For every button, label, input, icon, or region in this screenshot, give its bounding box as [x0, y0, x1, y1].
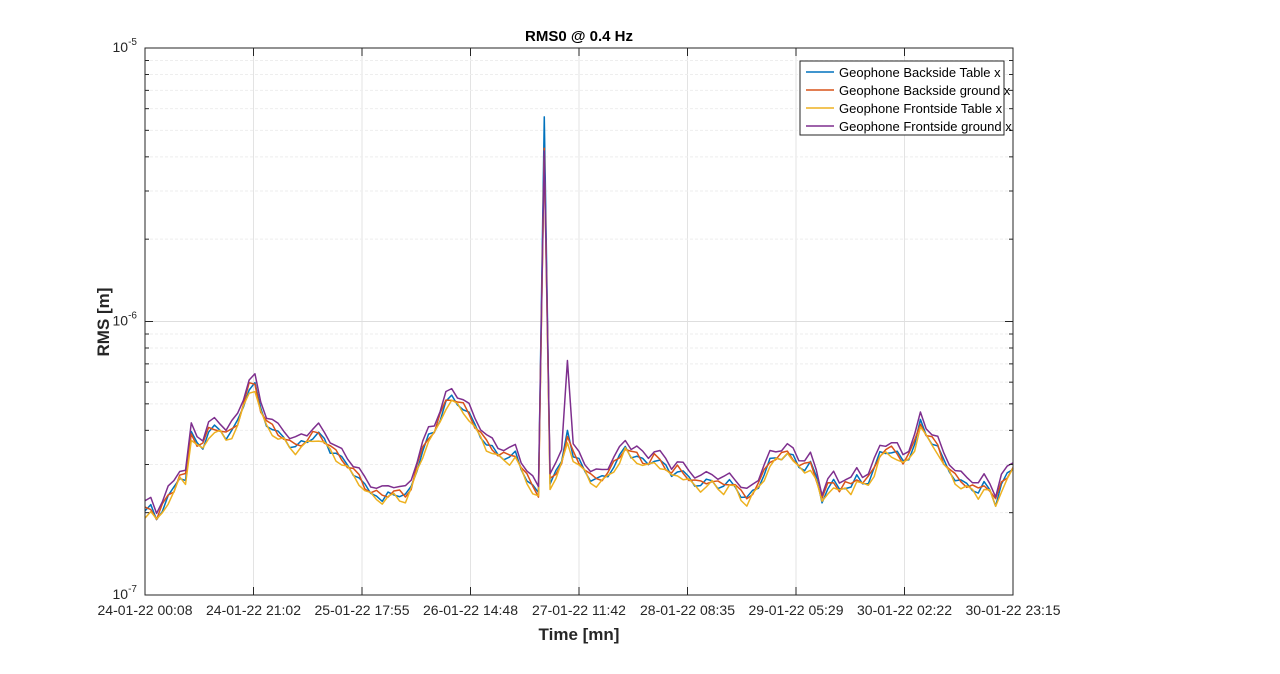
series-line-2	[144, 147, 1014, 521]
chart-title: RMS0 @ 0.4 Hz	[525, 28, 633, 45]
grid	[144, 48, 1014, 596]
x-tick-label: 30-01-22 23:15	[966, 602, 1061, 618]
x-tick-label: 29-01-22 05:29	[749, 602, 844, 618]
y-tick-label: 10-5	[113, 37, 138, 55]
series-group	[144, 116, 1014, 521]
x-axis-label: Time [mn]	[539, 625, 620, 644]
y-tick-labels: 10-5 10-6 10-7	[113, 37, 138, 602]
x-tick-label: 24-01-22 21:02	[206, 602, 301, 618]
x-tick-labels: 24-01-22 00:08 24-01-22 21:02 25-01-22 17:…	[98, 602, 1061, 618]
legend-entry: Geophone Backside ground x	[839, 83, 1011, 98]
y-axis-label: RMS [m]	[94, 288, 113, 357]
legend-box	[799, 60, 1005, 136]
legend-entry: Geophone Frontside ground x	[839, 119, 1012, 134]
x-tick-label: 25-01-22 17:55	[315, 602, 410, 618]
x-tick-label: 30-01-22 02:22	[857, 602, 952, 618]
x-tick-label: 24-01-22 00:08	[98, 602, 193, 618]
y-tick-label: 10-6	[113, 311, 138, 329]
y-tick-label: 10-7	[113, 584, 138, 602]
ticks	[144, 48, 1014, 596]
x-tick-label: 27-01-22 11:42	[532, 602, 626, 618]
series-line-3	[144, 153, 1014, 520]
legend-entry: Geophone Frontside Table x	[839, 101, 1003, 116]
x-tick-label: 28-01-22 08:35	[640, 602, 735, 618]
series-line-4	[144, 150, 1014, 515]
legend: Geophone Backside Table x Geophone Backsi…	[799, 60, 1012, 136]
legend-entry: Geophone Backside Table x	[839, 65, 1001, 80]
x-tick-label: 26-01-22 14:48	[423, 602, 518, 618]
